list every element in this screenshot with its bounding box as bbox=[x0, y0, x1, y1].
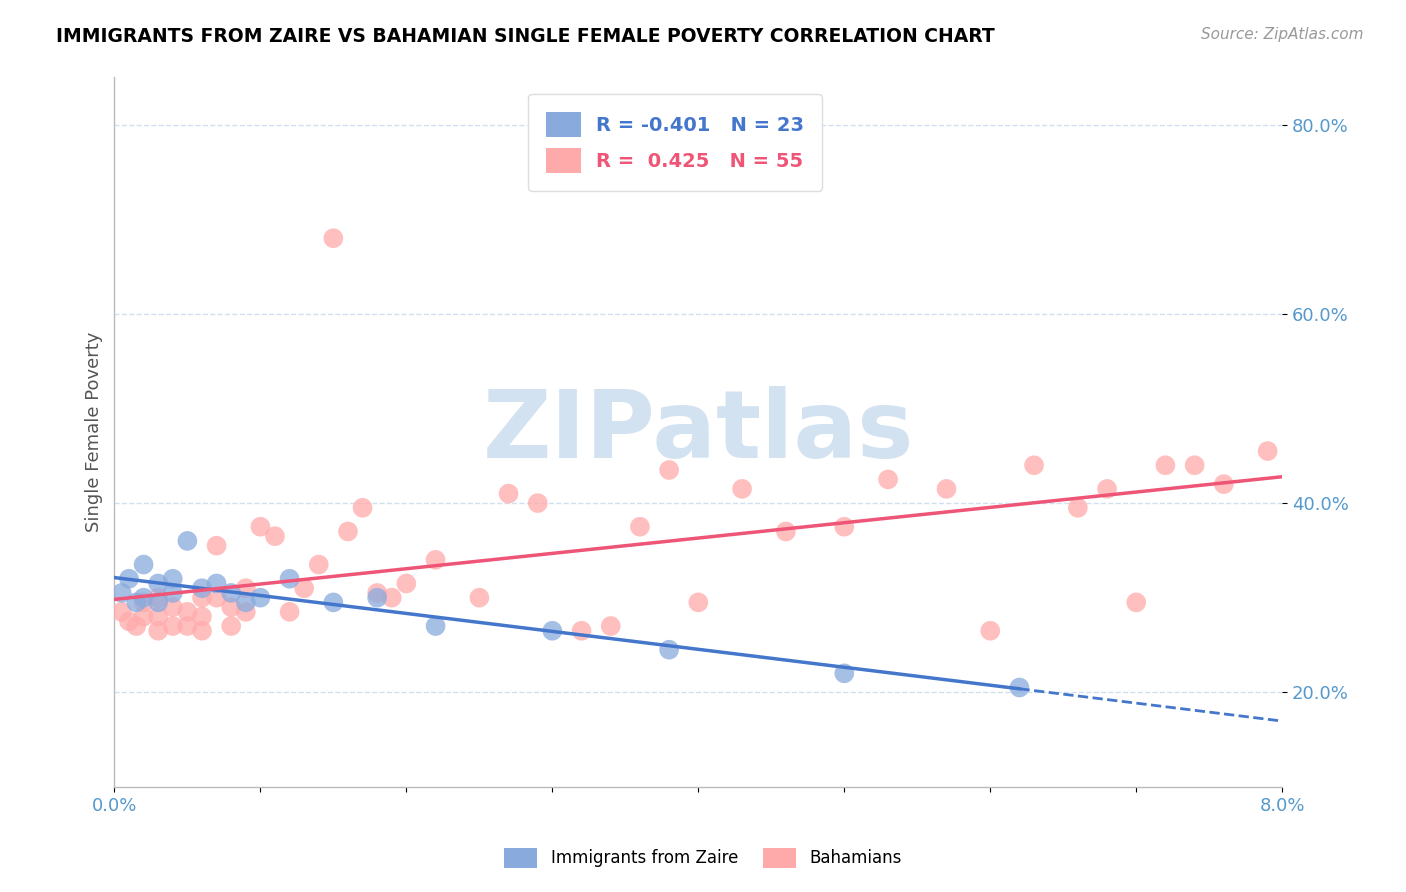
Point bbox=[219, 586, 242, 600]
Point bbox=[132, 609, 155, 624]
Point bbox=[1022, 458, 1045, 473]
Point bbox=[1008, 681, 1031, 695]
Point bbox=[688, 595, 710, 609]
Y-axis label: Single Female Poverty: Single Female Poverty bbox=[86, 332, 103, 533]
Point bbox=[1257, 444, 1279, 458]
Point bbox=[322, 595, 344, 609]
Point bbox=[278, 572, 301, 586]
Point bbox=[148, 595, 170, 609]
Point bbox=[249, 591, 271, 605]
Point bbox=[176, 605, 198, 619]
Point bbox=[425, 619, 447, 633]
Point bbox=[219, 600, 242, 615]
Point bbox=[979, 624, 1001, 638]
Point bbox=[264, 529, 287, 543]
Point bbox=[352, 500, 374, 515]
Point bbox=[219, 619, 242, 633]
Point bbox=[205, 539, 228, 553]
Point bbox=[1212, 477, 1234, 491]
Point bbox=[125, 619, 148, 633]
Point bbox=[526, 496, 548, 510]
Point bbox=[162, 586, 184, 600]
Point bbox=[148, 609, 170, 624]
Point bbox=[148, 591, 170, 605]
Point bbox=[118, 615, 141, 629]
Point bbox=[125, 595, 148, 609]
Point bbox=[205, 591, 228, 605]
Text: ZIPatlas: ZIPatlas bbox=[482, 386, 914, 478]
Point bbox=[1125, 595, 1147, 609]
Point bbox=[176, 533, 198, 548]
Point bbox=[832, 666, 855, 681]
Point bbox=[381, 591, 404, 605]
Point bbox=[541, 624, 564, 638]
Point bbox=[191, 609, 214, 624]
Point bbox=[191, 581, 214, 595]
Point bbox=[249, 519, 271, 533]
Point bbox=[176, 619, 198, 633]
Point bbox=[132, 591, 155, 605]
Point bbox=[132, 558, 155, 572]
Text: IMMIGRANTS FROM ZAIRE VS BAHAMIAN SINGLE FEMALE POVERTY CORRELATION CHART: IMMIGRANTS FROM ZAIRE VS BAHAMIAN SINGLE… bbox=[56, 27, 995, 45]
Point bbox=[395, 576, 418, 591]
Point bbox=[658, 463, 681, 477]
Point bbox=[1067, 500, 1090, 515]
Point bbox=[366, 591, 388, 605]
Point bbox=[599, 619, 621, 633]
Point bbox=[118, 572, 141, 586]
Point bbox=[235, 595, 257, 609]
Point bbox=[336, 524, 359, 539]
Point bbox=[162, 619, 184, 633]
Point bbox=[191, 591, 214, 605]
Point bbox=[935, 482, 957, 496]
Point bbox=[111, 586, 134, 600]
Point bbox=[468, 591, 491, 605]
Point bbox=[366, 586, 388, 600]
Point bbox=[775, 524, 797, 539]
Point bbox=[832, 519, 855, 533]
Point bbox=[162, 572, 184, 586]
Point bbox=[148, 576, 170, 591]
Point bbox=[877, 472, 900, 486]
Point bbox=[628, 519, 651, 533]
Point bbox=[235, 581, 257, 595]
Point bbox=[132, 595, 155, 609]
Point bbox=[162, 600, 184, 615]
Point bbox=[205, 576, 228, 591]
Text: Source: ZipAtlas.com: Source: ZipAtlas.com bbox=[1201, 27, 1364, 42]
Point bbox=[1154, 458, 1177, 473]
Point bbox=[498, 486, 520, 500]
Point bbox=[111, 605, 134, 619]
Point bbox=[1184, 458, 1206, 473]
Point bbox=[322, 231, 344, 245]
Legend: Immigrants from Zaire, Bahamians: Immigrants from Zaire, Bahamians bbox=[498, 841, 908, 875]
Point bbox=[425, 553, 447, 567]
Point bbox=[571, 624, 593, 638]
Point bbox=[235, 605, 257, 619]
Legend: R = -0.401   N = 23, R =  0.425   N = 55: R = -0.401 N = 23, R = 0.425 N = 55 bbox=[529, 95, 821, 191]
Point bbox=[278, 605, 301, 619]
Point bbox=[731, 482, 754, 496]
Point bbox=[292, 581, 315, 595]
Point bbox=[658, 642, 681, 657]
Point bbox=[191, 624, 214, 638]
Point bbox=[148, 624, 170, 638]
Point bbox=[1095, 482, 1118, 496]
Point bbox=[308, 558, 330, 572]
